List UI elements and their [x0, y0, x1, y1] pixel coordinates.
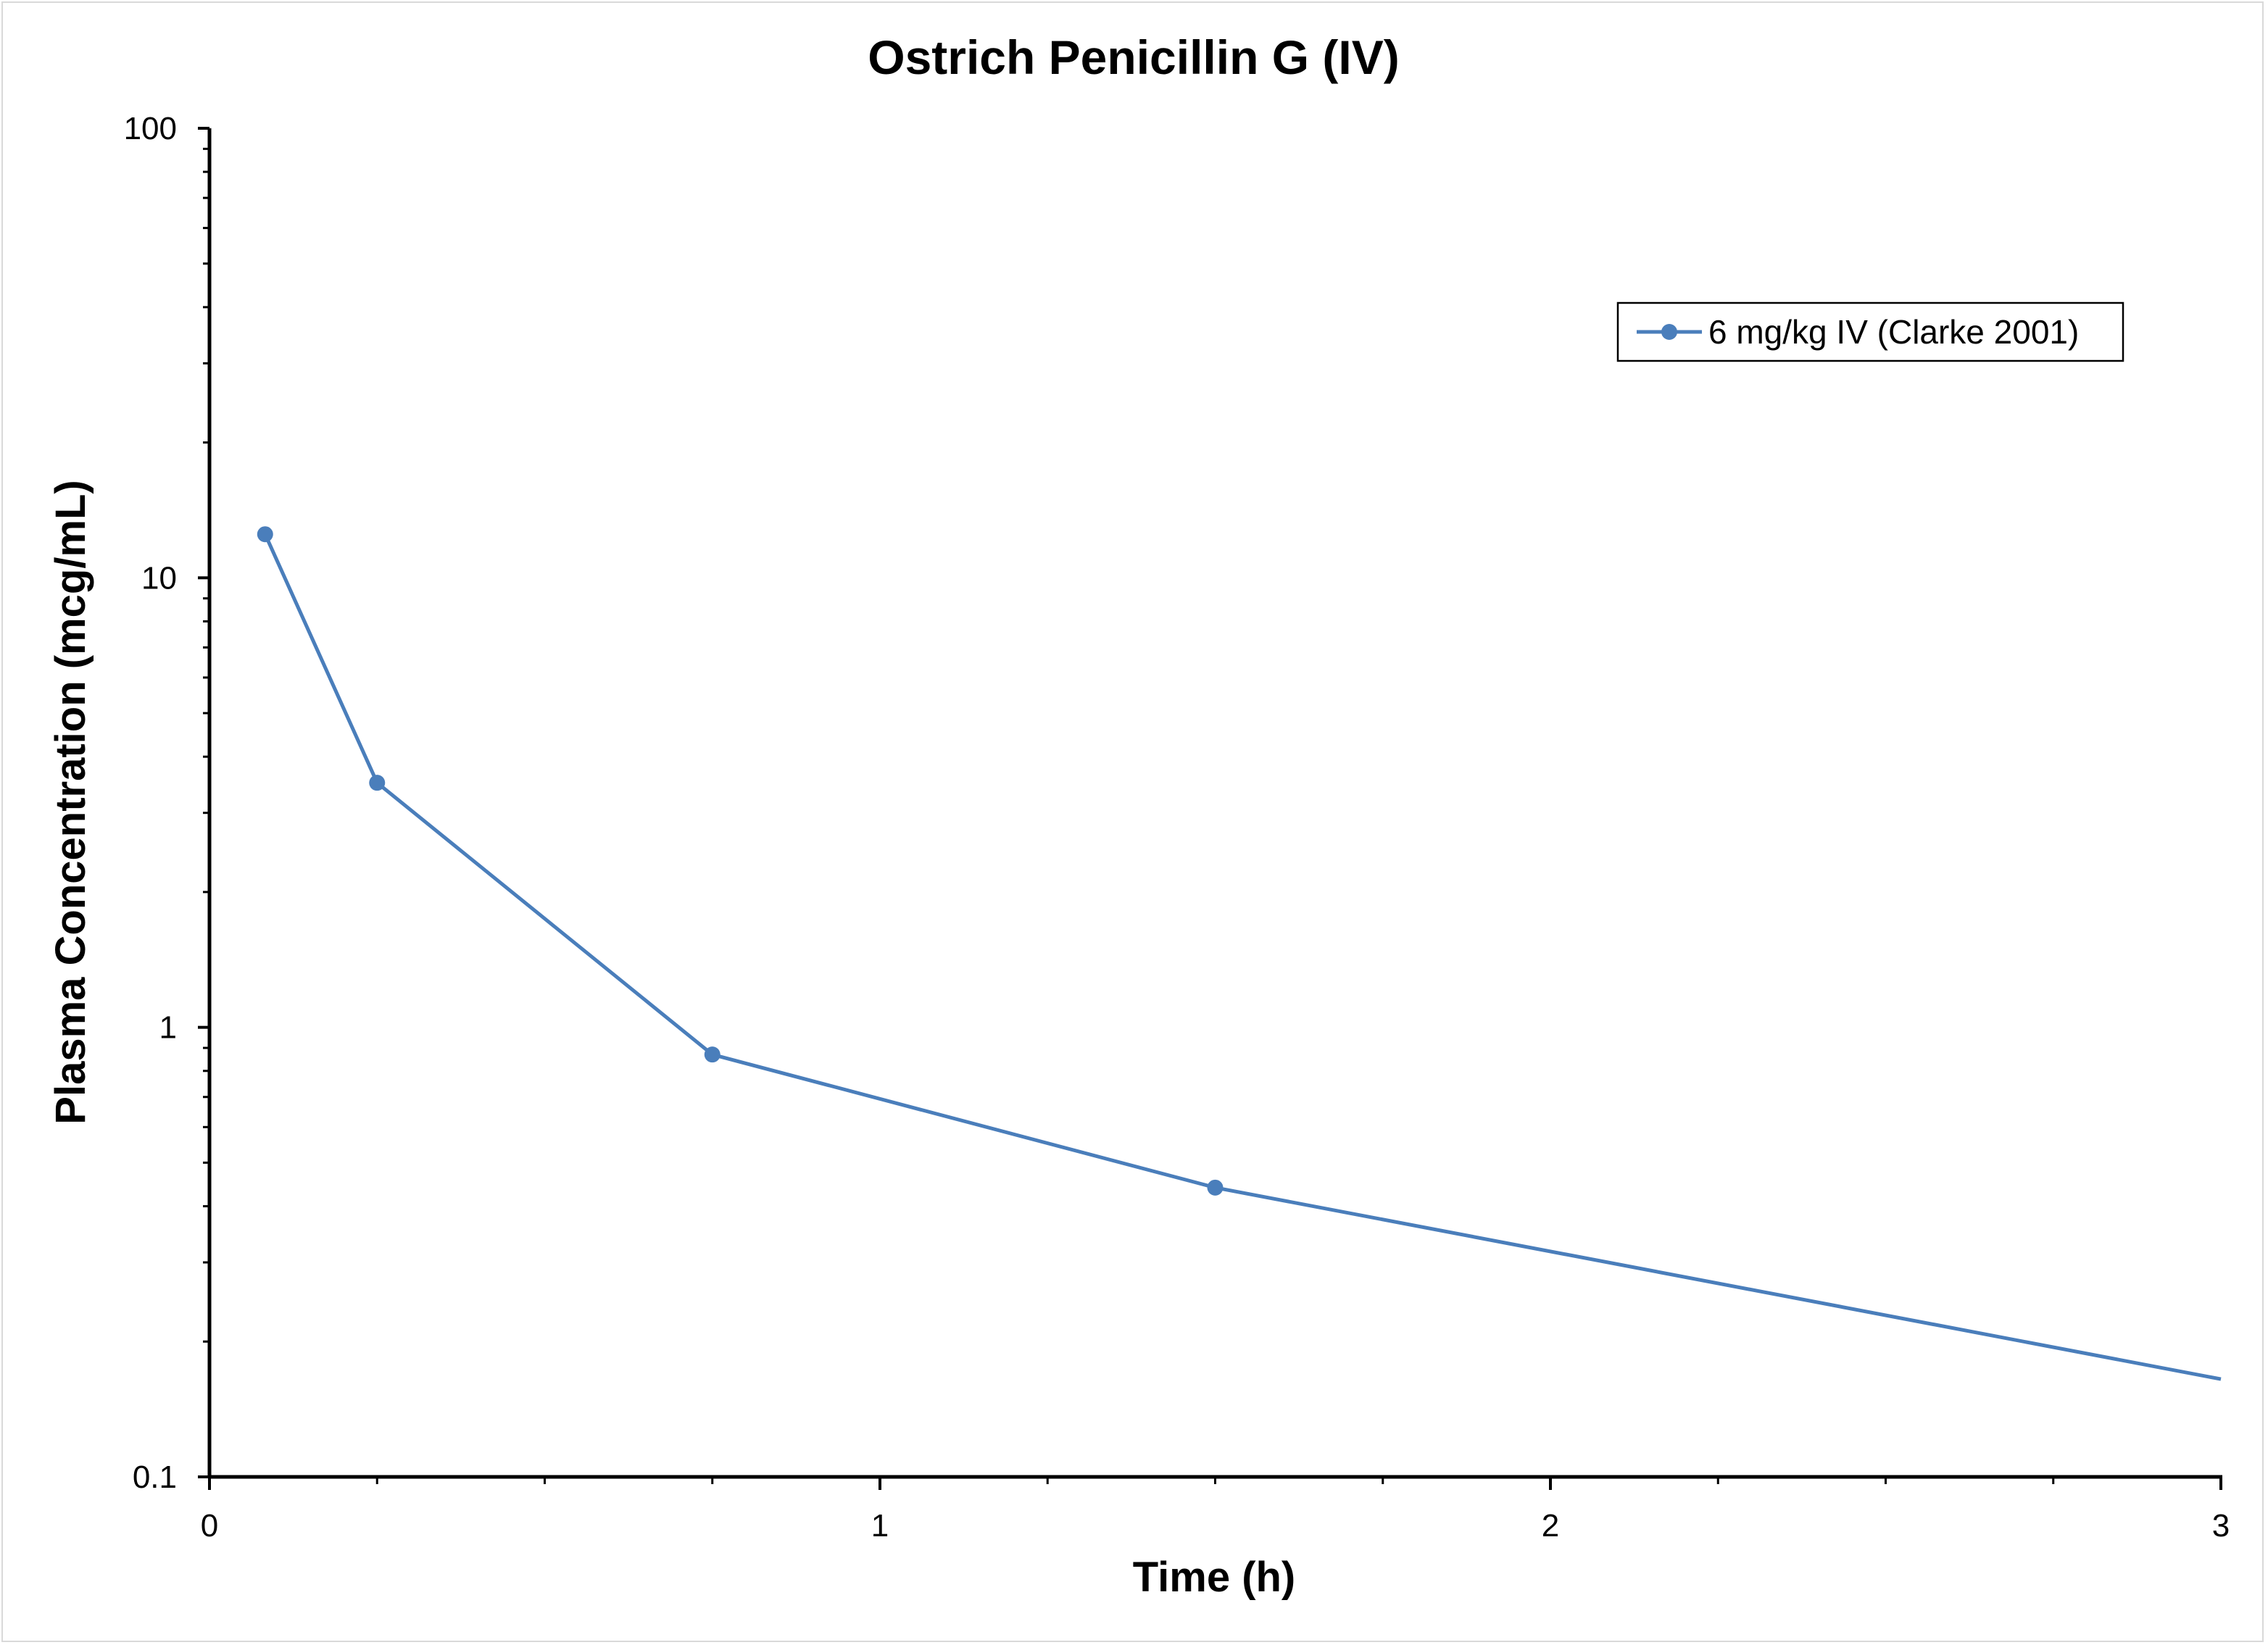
data-point	[257, 526, 273, 543]
x-tick-label: 2	[1542, 1508, 1559, 1544]
y-tick-label: 100	[124, 111, 177, 146]
data-point	[369, 775, 386, 791]
series-group	[257, 526, 2222, 1381]
x-axis-title: Time (h)	[1133, 1554, 1296, 1601]
data-point	[704, 1046, 720, 1063]
y-tick-label: 1	[159, 1010, 177, 1046]
y-tick-label: 0.1	[133, 1459, 177, 1495]
legend-marker-sample	[1661, 324, 1677, 340]
data-point	[1207, 1179, 1224, 1196]
y-tick-label: 10	[141, 560, 177, 596]
x-tick-label: 3	[2212, 1508, 2230, 1544]
series-line	[263, 533, 2222, 1381]
legend-box	[1616, 301, 2124, 362]
x-tick-label: 0	[201, 1508, 218, 1544]
legend: 6 mg/kg IV (Clarke 2001)	[1616, 301, 2124, 362]
y-axis-title: Plasma Concentration (mcg/mL)	[47, 480, 94, 1124]
x-tick-label: 1	[871, 1508, 889, 1544]
tick-group: 0.1 1 10 100 0 1 2 3	[124, 111, 2230, 1544]
chart-title: Ostrich Penicillin G (IV)	[868, 30, 1399, 84]
legend-label: 6 mg/kg IV (Clarke 2001)	[1708, 313, 2079, 351]
